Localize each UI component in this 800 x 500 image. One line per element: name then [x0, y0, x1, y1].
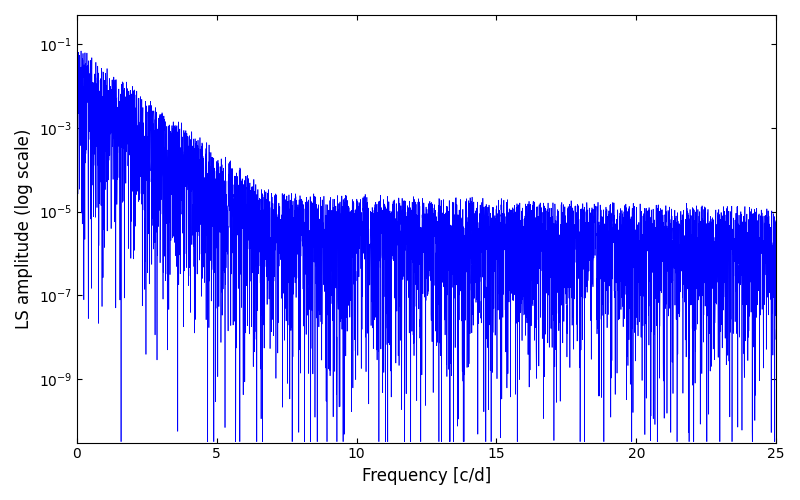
X-axis label: Frequency [c/d]: Frequency [c/d] — [362, 467, 491, 485]
Y-axis label: LS amplitude (log scale): LS amplitude (log scale) — [15, 128, 33, 329]
